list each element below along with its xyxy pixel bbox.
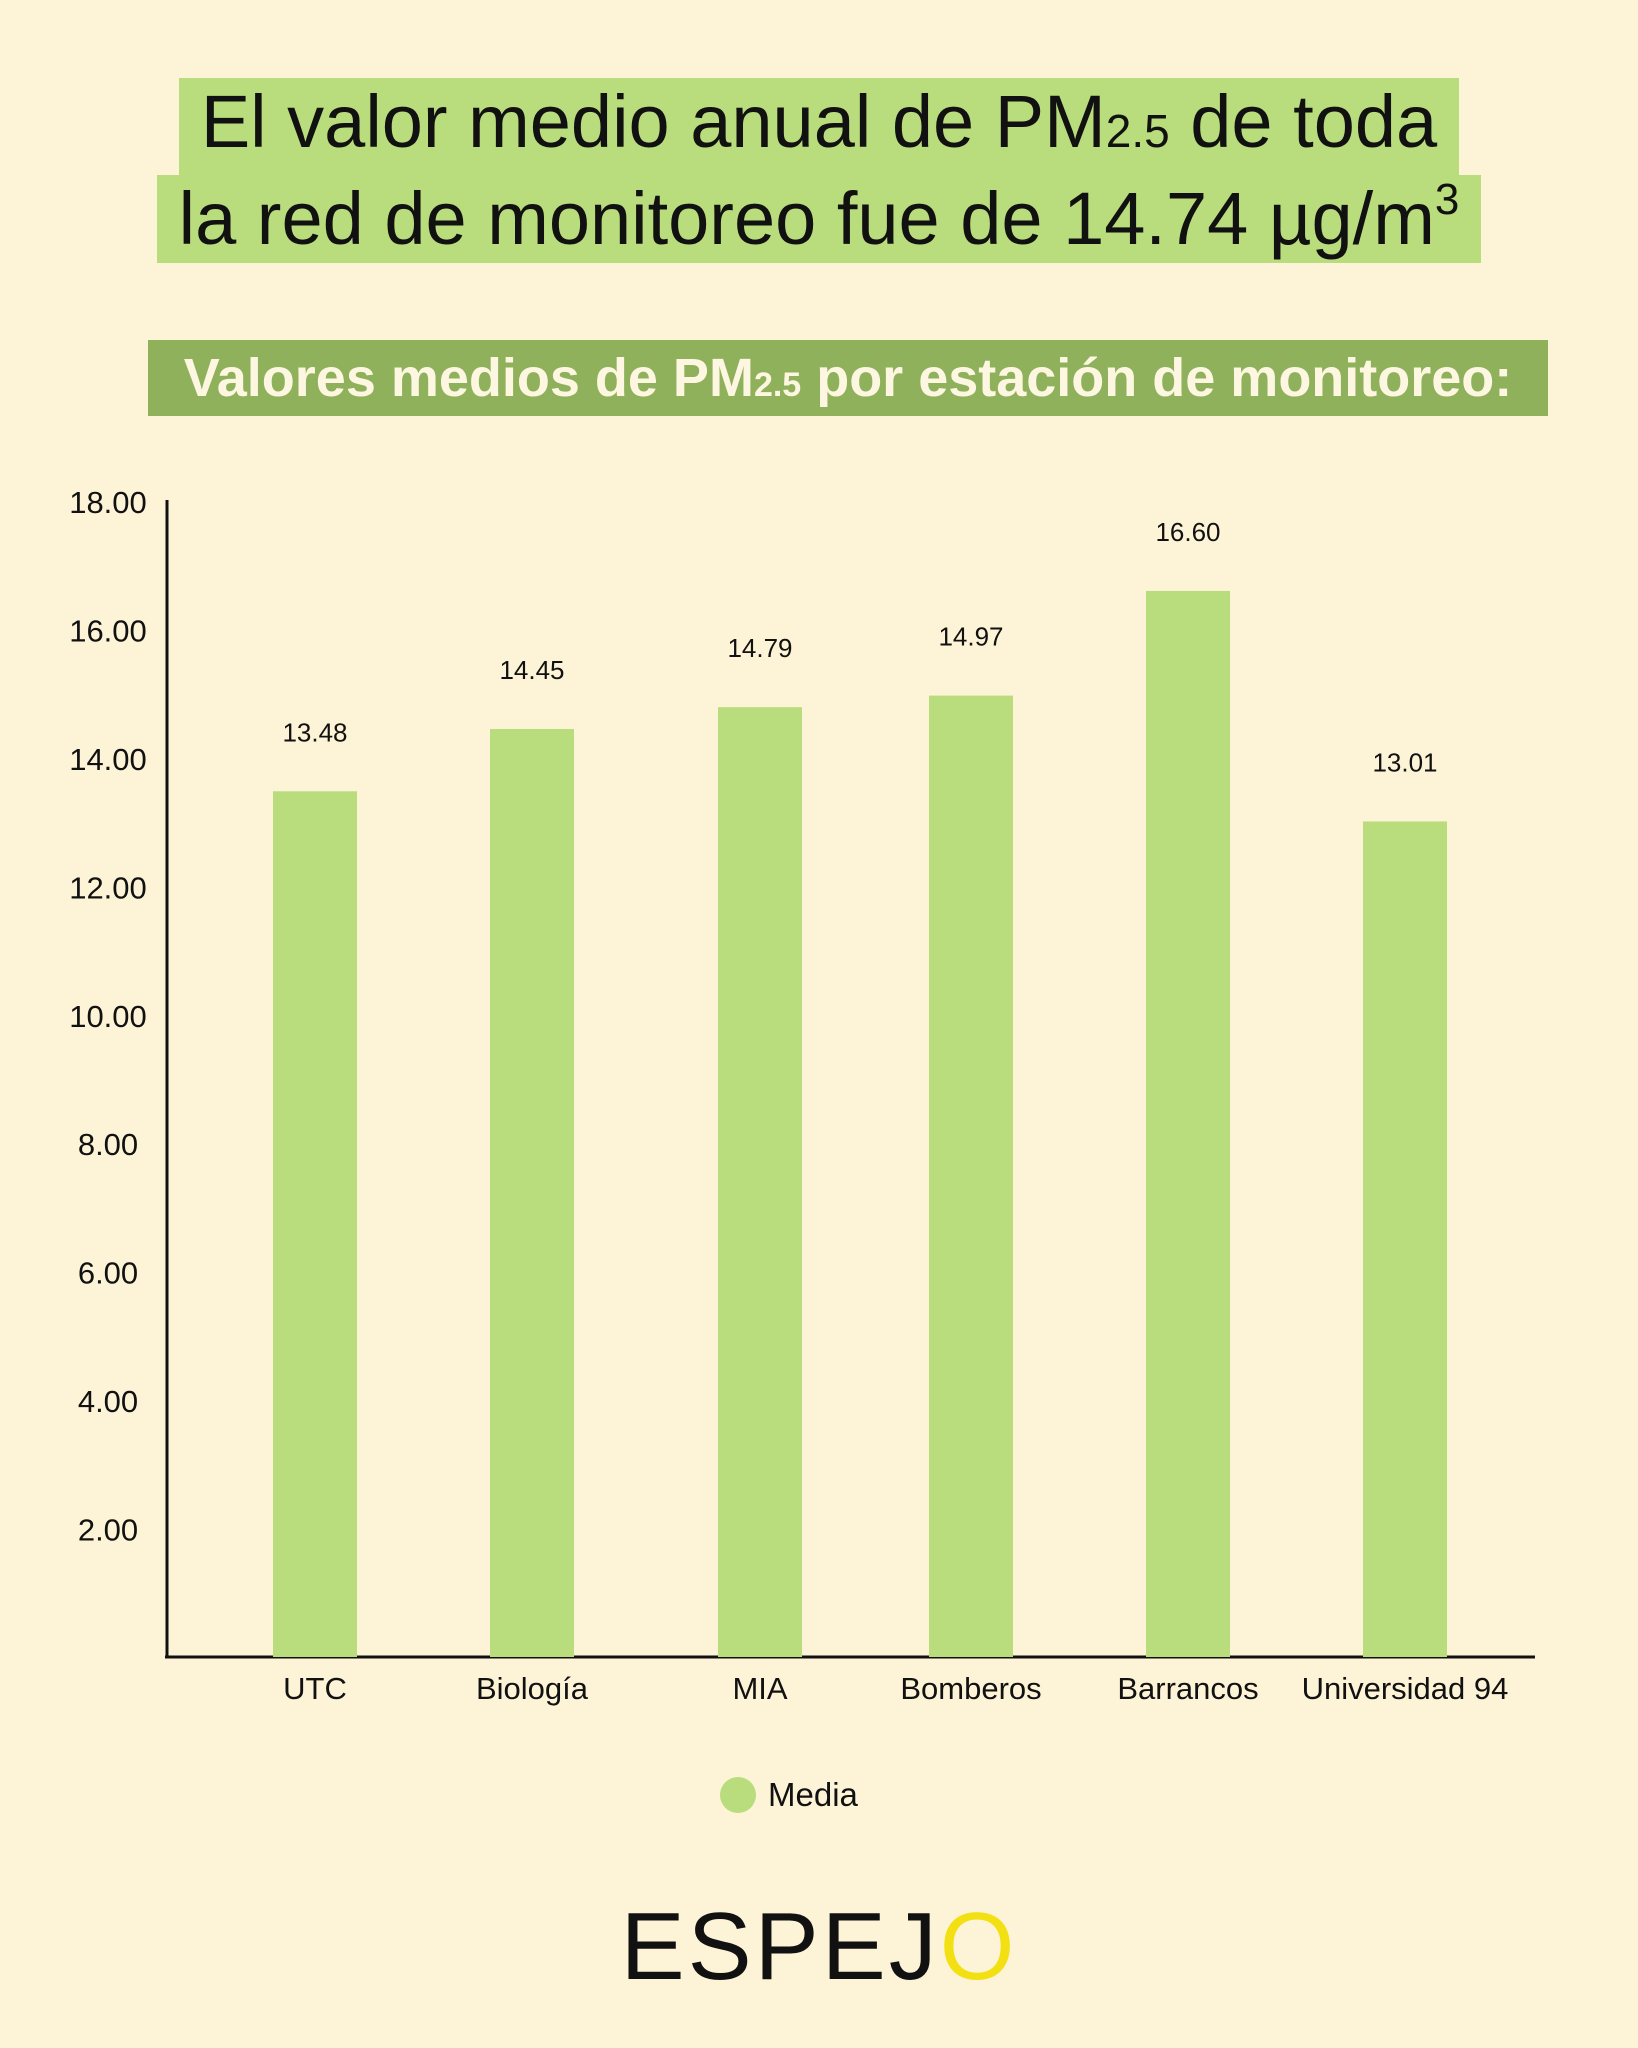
data-label: 13.01 (1372, 747, 1437, 777)
y-tick-label: 14.00 (69, 742, 147, 777)
x-tick-label: UTC (283, 1671, 347, 1706)
y-tick-label: 6.00 (78, 1256, 138, 1291)
headline: El valor medio anual de PM2.5 de toda la… (0, 78, 1638, 263)
espejo-logo: ESPEJO (0, 1892, 1638, 2002)
headline-line-1-subscript: 2.5 (1105, 105, 1170, 157)
y-tick-label: 4.00 (78, 1384, 138, 1419)
headline-line-1: El valor medio anual de PM2.5 de toda (178, 78, 1460, 175)
headline-line-1-text: El valor medio anual de PM (200, 80, 1106, 163)
data-label: 16.60 (1155, 517, 1220, 547)
headline-line-2-superscript: 3 (1434, 175, 1460, 224)
x-tick-label: Universidad 94 (1302, 1671, 1509, 1706)
bar (273, 791, 357, 1657)
y-tick-label: 8.00 (78, 1127, 138, 1162)
chart-subtitle: Valores medios de PM2.5 por estación de … (148, 340, 1548, 416)
chart-legend: Media (720, 1775, 858, 1815)
bar (1146, 590, 1230, 1657)
y-tick-label: 18.00 (69, 485, 147, 520)
x-tick-label: Barrancos (1117, 1671, 1258, 1706)
legend-swatch (720, 1777, 756, 1813)
x-tick-label: MIA (732, 1671, 787, 1706)
y-tick-label: 10.00 (69, 999, 147, 1034)
subtitle-tail: por estación de monitoreo: (801, 348, 1513, 408)
legend-label: Media (768, 1776, 858, 1813)
data-label: 14.79 (727, 633, 792, 663)
logo-accent: O (939, 1893, 1018, 2000)
y-tick-label: 16.00 (69, 613, 147, 648)
bar (490, 728, 574, 1657)
subtitle-subscript: 2.5 (753, 366, 802, 404)
data-label: 14.45 (499, 655, 564, 685)
y-tick-label: 12.00 (69, 870, 147, 905)
subtitle-text: Valores medios de PM (183, 348, 754, 408)
bar (1363, 821, 1447, 1657)
bar (929, 695, 1013, 1657)
headline-line-1-tail: de toda (1169, 80, 1438, 163)
x-tick-label: Bomberos (900, 1671, 1041, 1706)
logo-main: ESPEJ (620, 1893, 940, 2000)
bar (718, 707, 802, 1657)
data-label: 14.97 (938, 622, 1003, 652)
x-tick-label: Biología (476, 1671, 589, 1706)
headline-line-2-text: la red de monitoreo fue de 14.74 µg/m (178, 177, 1435, 260)
headline-line-2: la red de monitoreo fue de 14.74 µg/m3 (156, 175, 1482, 263)
y-tick-label: 2.00 (78, 1513, 138, 1548)
data-label: 13.48 (282, 717, 347, 747)
